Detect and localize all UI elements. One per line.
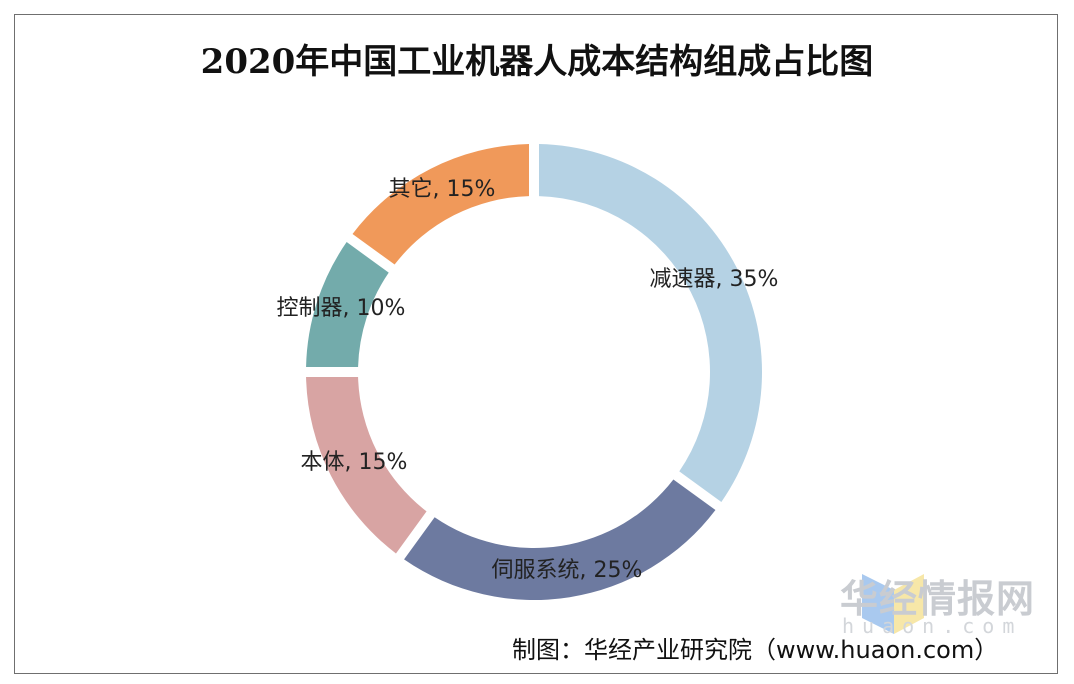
watermark-domain: huaon.com	[842, 614, 1023, 638]
source-note: 制图：华经产业研究院（www.huaon.com）	[512, 636, 999, 664]
slice-label-4: 控制器, 10%	[277, 296, 406, 321]
slice-label-3: 本体, 15%	[301, 450, 408, 475]
slice-2	[404, 479, 716, 600]
chart-title: 2020年中国工业机器人成本结构组成占比图	[200, 42, 874, 82]
slice-label-5: 其它, 15%	[389, 177, 496, 202]
slice-label-2: 伺服系统, 25%	[492, 558, 643, 583]
slice-4	[306, 242, 389, 368]
huaon-logo-icon	[862, 574, 924, 634]
slice-5	[352, 144, 530, 265]
watermark-name: 华经情报网	[840, 577, 1036, 621]
slice-1	[538, 144, 762, 502]
slice-label-1: 减速器, 35%	[650, 267, 779, 292]
slice-3	[306, 376, 427, 554]
